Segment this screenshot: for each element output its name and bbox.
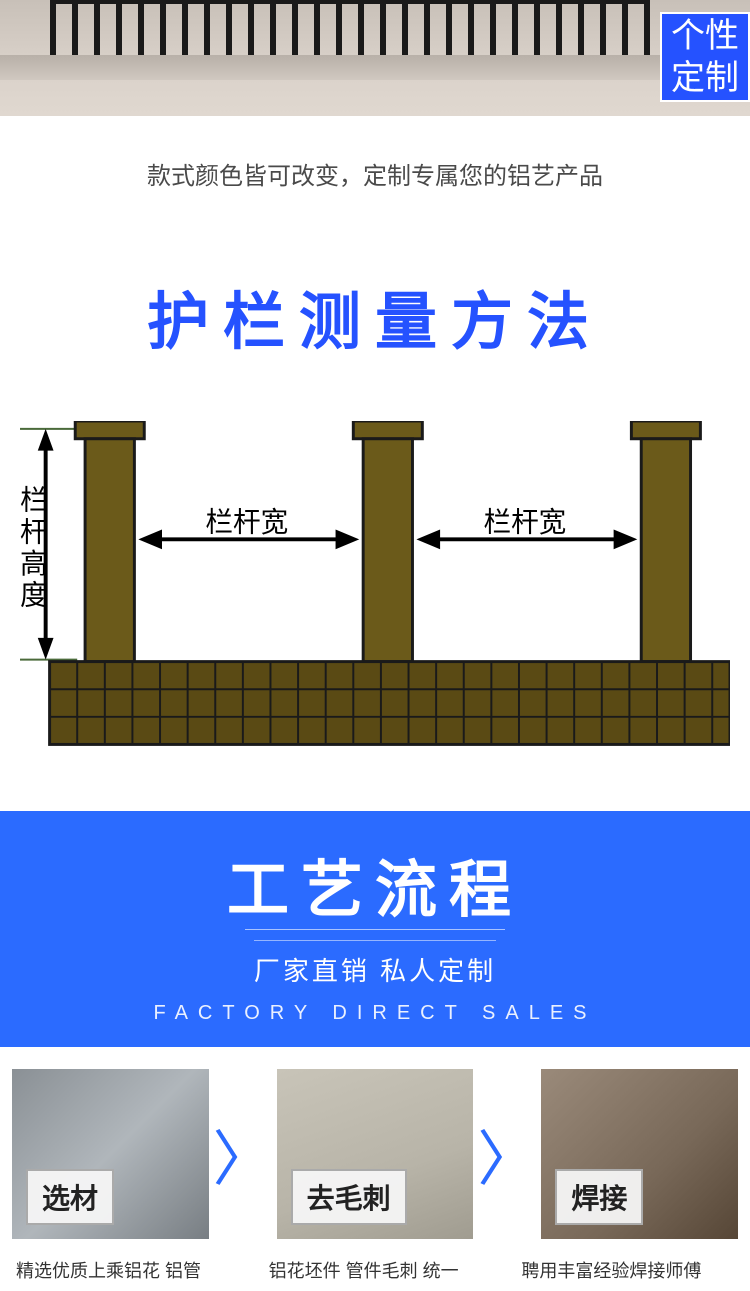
process-steps-row: 选材 〉 去毛刺 〉 焊接: [0, 1047, 750, 1249]
step-caption-1: 精选优质上乘铝花 铝管: [12, 1249, 233, 1283]
post-3: [631, 421, 700, 662]
chevron-right-icon: 〉: [473, 1111, 541, 1198]
measurement-diagram: 栏 杆 高 度 栏杆宽 栏杆宽: [0, 421, 750, 811]
height-label-char: 栏: [20, 485, 48, 516]
custom-badge: 个性 定制: [660, 12, 750, 102]
post-1: [75, 421, 144, 662]
svg-text:度: 度: [20, 579, 48, 610]
post-2: [353, 421, 422, 662]
step-captions-row: 精选优质上乘铝花 铝管 铝花坯件 管件毛刺 统一 聘用丰富经验焊接师傅: [0, 1249, 750, 1291]
diagram-svg: 栏 杆 高 度 栏杆宽 栏杆宽: [20, 421, 730, 756]
measure-title: 护栏测量方法: [0, 241, 750, 421]
svg-text:高: 高: [20, 548, 48, 579]
svg-text:栏杆宽: 栏杆宽: [483, 506, 566, 537]
chevron-right-icon: 〉: [209, 1111, 277, 1198]
width-arrow-1: 栏杆宽: [138, 506, 359, 549]
process-subtitle-en: FACTORY DIRECT SALES: [0, 994, 750, 1025]
railing-graphic: [50, 0, 650, 55]
svg-text:杆: 杆: [20, 516, 48, 547]
badge-line1: 个性: [671, 15, 739, 57]
badge-line2: 定制: [671, 57, 739, 99]
step-label-2: 去毛刺: [291, 1169, 407, 1225]
divider-line: [245, 929, 505, 930]
process-banner: 工艺流程 厂家直销 私人定制 FACTORY DIRECT SALES: [0, 811, 750, 1047]
hero-photo: 个性 定制: [0, 0, 750, 116]
subtitle-text: 款式颜色皆可改变，定制专属您的铝艺产品: [0, 116, 750, 241]
step-caption-2: 铝花坯件 管件毛刺 统一: [265, 1249, 486, 1283]
step-caption-3: 聘用丰富经验焊接师傅: [517, 1249, 738, 1283]
process-subtitle-cn: 厂家直销 私人定制: [254, 940, 496, 994]
step-label-1: 选材: [26, 1169, 114, 1225]
step-card-1: 选材: [12, 1069, 209, 1239]
width-arrow-2: 栏杆宽: [416, 506, 637, 549]
step-card-2: 去毛刺: [277, 1069, 474, 1239]
step-card-3: 焊接: [541, 1069, 738, 1239]
base-bricks: [50, 662, 730, 745]
process-title: 工艺流程: [0, 839, 750, 929]
step-label-3: 焊接: [555, 1169, 643, 1225]
svg-text:栏杆宽: 栏杆宽: [205, 506, 288, 537]
